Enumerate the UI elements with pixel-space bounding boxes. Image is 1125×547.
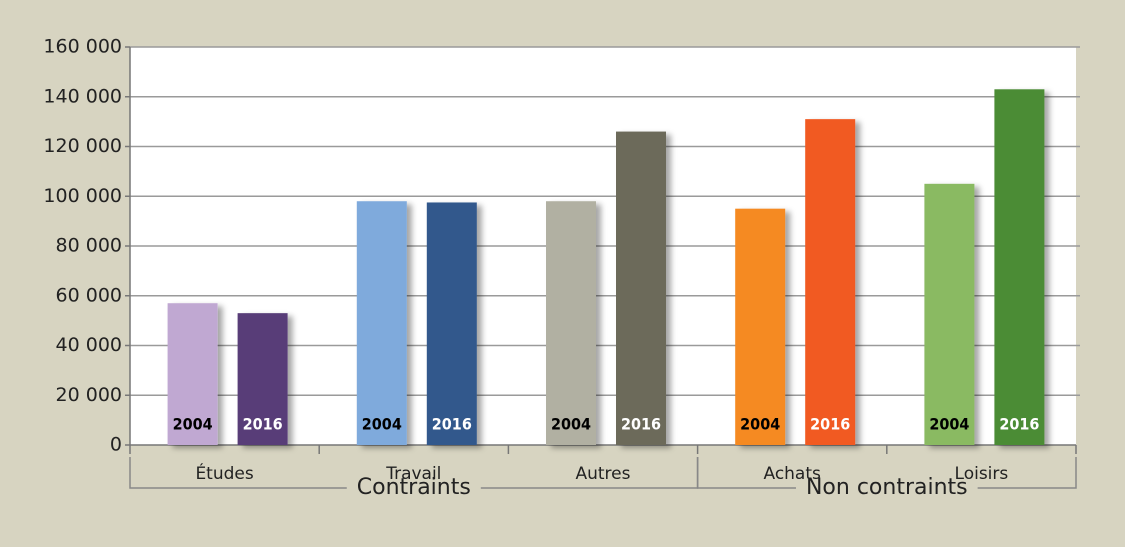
bar bbox=[167, 303, 218, 445]
group-bracket bbox=[696, 457, 1077, 489]
y-tick-label: 140 000 bbox=[43, 85, 122, 107]
bar-label: 2004 bbox=[551, 415, 591, 434]
x-tick-label: Études bbox=[195, 462, 253, 484]
group-label: Non contraints bbox=[806, 475, 968, 500]
y-tick-label: 80 000 bbox=[56, 235, 122, 257]
group-label: Contraints bbox=[357, 475, 471, 500]
bar bbox=[924, 183, 975, 445]
bar-label: 2016 bbox=[243, 415, 283, 434]
y-tick-label: 60 000 bbox=[56, 284, 122, 306]
bar bbox=[356, 201, 407, 445]
bar-label: 2004 bbox=[740, 415, 780, 434]
bar-label: 2016 bbox=[621, 415, 661, 434]
y-tick-label: 120 000 bbox=[43, 135, 122, 157]
bar bbox=[735, 208, 786, 445]
bar bbox=[805, 119, 856, 445]
bar-label: 2004 bbox=[362, 415, 402, 434]
x-tick-label: Travail bbox=[385, 464, 441, 484]
bar bbox=[426, 202, 477, 445]
bar-label: 2016 bbox=[432, 415, 472, 434]
y-tick-label: 160 000 bbox=[43, 36, 122, 58]
bar bbox=[237, 313, 288, 445]
bar-label: 2004 bbox=[929, 415, 969, 434]
bar bbox=[546, 201, 596, 445]
x-tick-label: Loisirs bbox=[955, 464, 1009, 484]
bar bbox=[616, 131, 666, 445]
y-tick-label: 20 000 bbox=[56, 384, 122, 406]
x-tick-label: Autres bbox=[575, 464, 630, 484]
bar-label: 2016 bbox=[999, 415, 1039, 434]
y-tick-label: 100 000 bbox=[43, 185, 122, 207]
bar bbox=[994, 89, 1045, 445]
y-tick-label: 40 000 bbox=[56, 334, 122, 356]
bar-label: 2016 bbox=[810, 415, 850, 434]
x-tick-label: Achats bbox=[763, 464, 821, 484]
bar-label: 2004 bbox=[173, 415, 213, 434]
y-tick-label: 0 bbox=[110, 434, 122, 456]
